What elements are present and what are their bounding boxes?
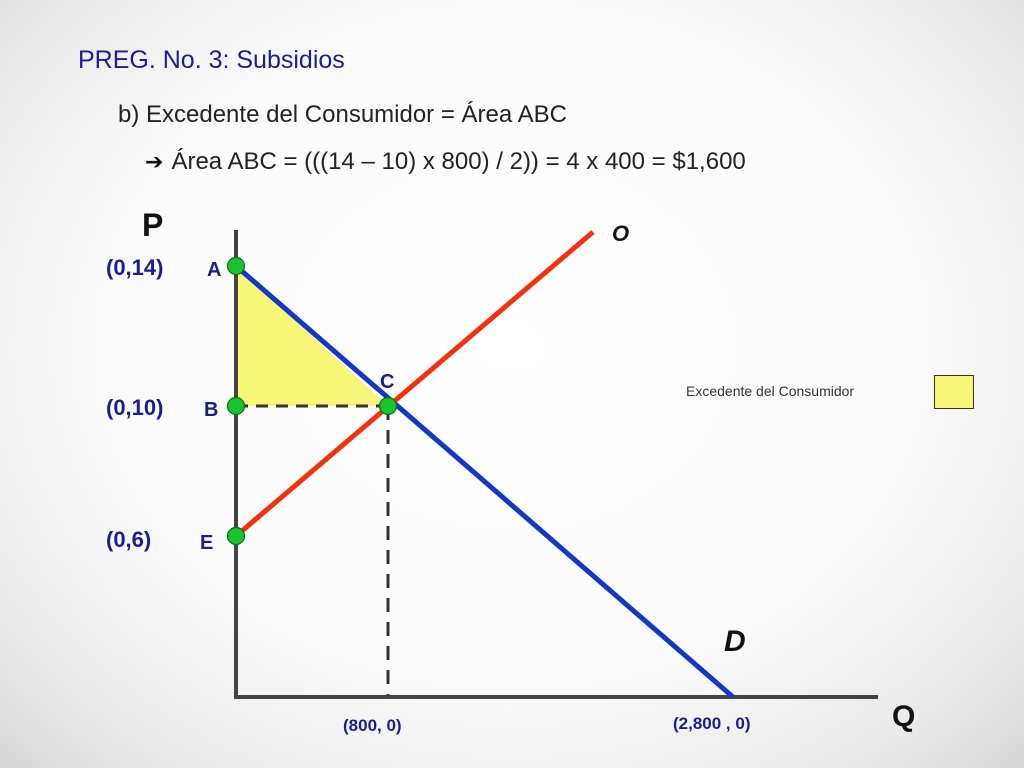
point-c-label: C bbox=[380, 371, 394, 393]
coord-label-e: (0,6) bbox=[106, 527, 151, 552]
point-b-label: B bbox=[204, 399, 218, 421]
point-e-label: E bbox=[200, 532, 213, 554]
x-axis-label: Q bbox=[892, 700, 915, 733]
area-calculation-text: Área ABC = (((14 – 10) x 800) / 2)) = 4 … bbox=[171, 148, 746, 175]
demand-curve-label: D bbox=[724, 625, 746, 658]
point-b-marker bbox=[226, 396, 246, 416]
point-c-marker bbox=[378, 396, 398, 416]
x-tick-2800: (2,800 , 0) bbox=[673, 714, 751, 733]
coord-label-a: (0,14) bbox=[106, 255, 163, 280]
demand-curve bbox=[234, 264, 735, 699]
point-a-label: A bbox=[207, 259, 221, 281]
slide-title: PREG. No. 3: Subsidios bbox=[78, 46, 345, 74]
point-a-marker bbox=[226, 256, 246, 276]
point-e-marker bbox=[226, 526, 246, 546]
coord-label-b: (0,10) bbox=[106, 395, 163, 420]
area-calculation: ➔ Área ABC = (((14 – 10) x 800) / 2)) = … bbox=[145, 148, 746, 176]
legend-label: Excedente del Consumidor bbox=[686, 383, 855, 399]
supply-curve-label: O bbox=[612, 221, 629, 246]
supply-curve bbox=[234, 230, 595, 538]
y-axis-label: P bbox=[142, 207, 163, 243]
legend-swatch bbox=[934, 375, 974, 409]
consumer-surplus-definition: b) Excedente del Consumidor = Área ABC bbox=[118, 101, 567, 128]
right-arrow-icon: ➔ bbox=[145, 149, 164, 175]
x-tick-800: (800, 0) bbox=[343, 716, 402, 735]
